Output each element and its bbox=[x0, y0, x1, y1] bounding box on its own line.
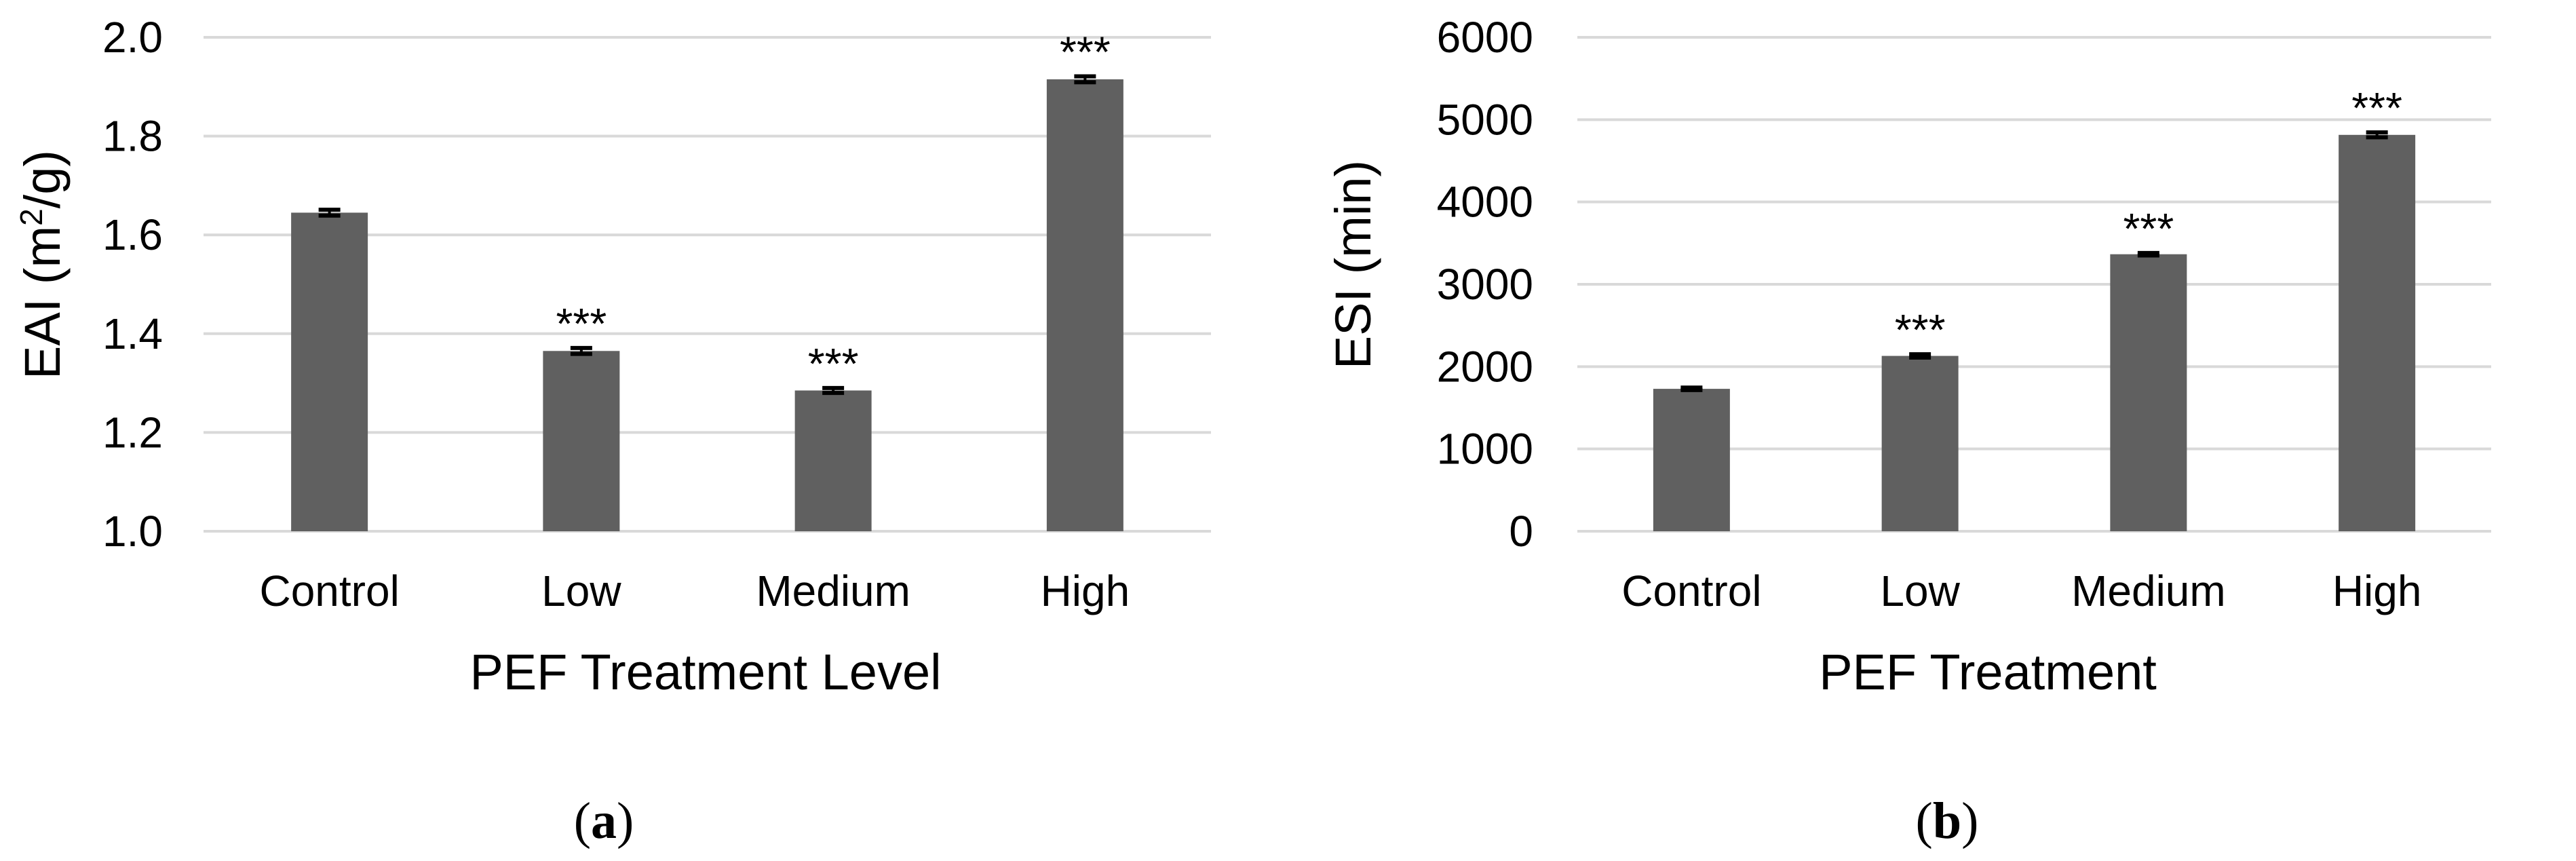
y-tick-label: 1.2 bbox=[102, 408, 163, 457]
significance-label: *** bbox=[2351, 83, 2402, 132]
bar-medium bbox=[2110, 254, 2187, 531]
y-tick-label: 1.0 bbox=[102, 507, 163, 556]
error-bar bbox=[822, 385, 845, 396]
y-axis-title: ESI (min) bbox=[1325, 160, 1381, 369]
y-axis-title-tail: /g) bbox=[14, 150, 71, 208]
y-tick-label: 1000 bbox=[1437, 425, 1533, 474]
bar-high bbox=[2339, 134, 2416, 531]
y-tick-label: 2000 bbox=[1437, 342, 1533, 391]
y-tick-label: 0 bbox=[1509, 507, 1533, 556]
y-axis-title-superscript: 2 bbox=[14, 208, 49, 226]
bars: *** *** *** bbox=[291, 28, 1123, 531]
x-tick-label: Low bbox=[541, 567, 621, 615]
y-tick-label: 4000 bbox=[1437, 178, 1533, 227]
panel-caption-a: (a) bbox=[574, 792, 634, 849]
error-bar bbox=[2366, 130, 2388, 140]
significance-label: *** bbox=[808, 339, 859, 388]
x-tick-labels: Control Low Medium High bbox=[1621, 567, 2421, 615]
gridlines bbox=[204, 36, 1211, 533]
y-tick-labels: 1.0 1.2 1.4 1.6 1.8 2.0 bbox=[102, 13, 163, 556]
x-tick-labels: Control Low Medium High bbox=[259, 567, 1130, 615]
y-tick-label: 5000 bbox=[1437, 95, 1533, 144]
error-bar bbox=[1074, 74, 1096, 85]
x-axis-title: PEF Treatment bbox=[1819, 644, 2157, 700]
bar-medium bbox=[794, 390, 872, 531]
bar-low bbox=[1881, 356, 1959, 531]
panel-letter: b bbox=[1933, 792, 1961, 849]
y-tick-labels: 0 1000 2000 3000 4000 5000 6000 bbox=[1437, 13, 1533, 556]
y-tick-label: 1.8 bbox=[102, 112, 163, 161]
x-tick-label: High bbox=[2332, 567, 2422, 615]
y-axis-title-main: EAI (m bbox=[14, 226, 71, 379]
error-bar bbox=[1680, 385, 1703, 392]
chart-panel-a: *** *** *** 1.0 1.2 1.4 1.6 1.8 2.0 Control Low M… bbox=[14, 13, 1211, 849]
significance-label: *** bbox=[1895, 305, 1946, 354]
bar-control bbox=[1653, 389, 1730, 531]
y-tick-label: 2.0 bbox=[102, 13, 163, 62]
error-bar bbox=[1909, 352, 1931, 360]
x-tick-label: Medium bbox=[756, 567, 910, 615]
x-tick-label: Medium bbox=[2071, 567, 2226, 615]
x-tick-label: Control bbox=[1621, 567, 1761, 615]
bar-high bbox=[1046, 79, 1123, 531]
error-bar bbox=[318, 208, 341, 218]
significance-label: *** bbox=[1060, 28, 1111, 77]
x-tick-label: Low bbox=[1880, 567, 1960, 615]
chart-b-svg: *** *** *** 0 1000 2000 3000 4000 5000 6000 Cont… bbox=[1325, 13, 2491, 849]
bars: *** *** *** bbox=[1653, 83, 2416, 531]
significance-label: *** bbox=[556, 299, 607, 348]
significance-label: *** bbox=[2123, 204, 2174, 253]
x-tick-label: High bbox=[1041, 567, 1130, 615]
y-tick-label: 6000 bbox=[1437, 13, 1533, 62]
chart-a-svg: *** *** *** 1.0 1.2 1.4 1.6 1.8 2.0 Control Low M… bbox=[14, 13, 1211, 849]
panel-caption-b: (b) bbox=[1916, 792, 1979, 849]
bar-low bbox=[543, 351, 620, 531]
panel-letter: a bbox=[591, 792, 617, 849]
chart-panel-b: *** *** *** 0 1000 2000 3000 4000 5000 6000 Cont… bbox=[1289, 0, 2576, 861]
x-axis-title: PEF Treatment Level bbox=[469, 644, 941, 700]
y-axis-title-main: ESI (min) bbox=[1325, 160, 1381, 369]
y-axis-title: EAI (m2/g) bbox=[14, 150, 71, 379]
x-tick-label: Control bbox=[259, 567, 399, 615]
bar-control bbox=[291, 212, 368, 531]
y-tick-label: 1.4 bbox=[102, 309, 163, 358]
y-tick-label: 3000 bbox=[1437, 260, 1533, 309]
error-bar bbox=[570, 345, 592, 356]
error-bar bbox=[2137, 250, 2159, 258]
y-tick-label: 1.6 bbox=[102, 210, 163, 259]
